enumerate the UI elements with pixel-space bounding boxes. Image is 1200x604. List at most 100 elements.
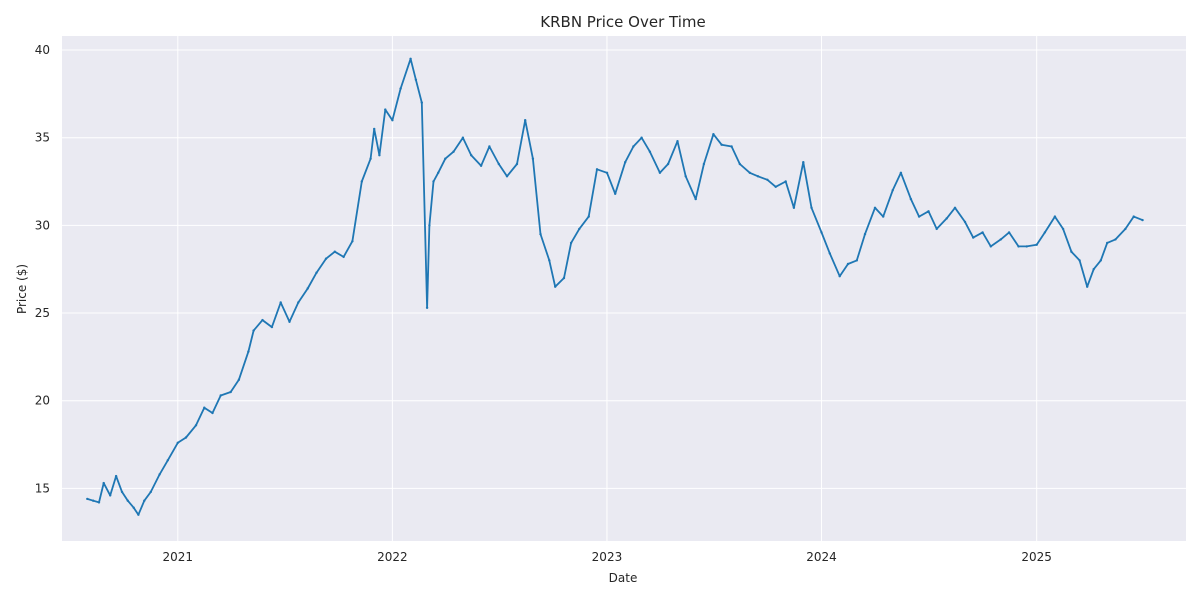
price-point (342, 255, 345, 259)
price-point (648, 150, 652, 153)
price-point (702, 162, 706, 166)
price-point (882, 215, 885, 218)
price-point (587, 215, 590, 218)
price-point (838, 275, 841, 278)
price-point (658, 171, 662, 174)
price-point (909, 197, 913, 201)
price-point (802, 161, 805, 164)
price-point (1043, 231, 1047, 234)
price-point (720, 143, 723, 146)
price-point (1035, 243, 1038, 246)
price-point (86, 497, 89, 501)
price-point (1114, 238, 1117, 241)
price-point (1078, 259, 1081, 262)
price-point (461, 136, 465, 139)
price-point (666, 162, 670, 166)
price-point (479, 164, 483, 167)
price-point (1007, 231, 1011, 234)
price-point (784, 180, 787, 183)
price-point (774, 185, 777, 188)
price-point (399, 87, 402, 90)
price-point (194, 424, 198, 427)
price-point (917, 215, 921, 218)
price-point (766, 178, 769, 181)
price-point (324, 257, 328, 260)
price-point (211, 411, 214, 415)
price-point (972, 236, 975, 239)
price-point (261, 318, 264, 322)
price-point (102, 481, 105, 485)
price-point (237, 378, 241, 381)
price-point (1061, 227, 1065, 231)
price-point (873, 206, 877, 209)
price-series-line (86, 57, 1144, 516)
price-point (384, 108, 387, 111)
x-tick-label: 2025 (1021, 550, 1052, 564)
price-point (694, 197, 697, 201)
price-point (684, 175, 687, 178)
price-point (981, 231, 984, 234)
price-point (252, 329, 255, 332)
price-point (270, 325, 274, 329)
price-point (369, 157, 372, 160)
price-point (120, 490, 124, 494)
price-point (738, 162, 741, 166)
price-point (712, 133, 715, 136)
x-tick-label: 2023 (592, 550, 623, 564)
price-point (899, 171, 903, 174)
price-point (306, 287, 309, 290)
x-tick-label: 2022 (377, 550, 408, 564)
price-point (640, 136, 643, 139)
price-point (927, 210, 930, 213)
price-point (184, 436, 188, 439)
price-point (1099, 259, 1103, 262)
x-tick-label: 2021 (163, 550, 194, 564)
price-point (126, 499, 129, 502)
price-point (360, 180, 363, 183)
y-tick-label: 25 (35, 306, 50, 320)
price-point (176, 441, 179, 444)
price-point (297, 301, 300, 304)
price-point (437, 171, 440, 174)
x-tick-label: 2024 (806, 550, 837, 564)
price-point (676, 140, 679, 143)
price-point (1124, 227, 1127, 231)
price-point (143, 499, 146, 502)
y-tick-label: 20 (35, 394, 50, 408)
price-point (820, 231, 823, 234)
price-point (92, 499, 95, 502)
price-point (748, 171, 751, 174)
price-point (409, 57, 412, 60)
price-point (614, 192, 617, 195)
price-point (624, 161, 627, 164)
price-point (432, 180, 435, 183)
price-point (373, 127, 376, 131)
price-point (114, 474, 118, 478)
price-point (1025, 245, 1028, 248)
price-point (315, 271, 318, 274)
y-axis-label: Price ($) (15, 264, 29, 314)
y-tick-label: 15 (35, 481, 50, 495)
price-point (605, 171, 609, 174)
y-tick-label: 40 (35, 43, 50, 57)
price-point (963, 220, 967, 224)
price-point (229, 390, 232, 394)
price-point (524, 119, 527, 122)
price-point (855, 259, 858, 262)
price-point (132, 506, 135, 509)
price-point (756, 175, 760, 178)
price-point (569, 241, 573, 245)
price-point (548, 259, 551, 262)
price-point (595, 168, 599, 171)
price-point (488, 145, 491, 148)
price-point (137, 513, 140, 516)
price-point (452, 150, 455, 153)
series-lines (86, 57, 1144, 516)
price-point (1141, 218, 1144, 222)
price-point (425, 306, 429, 309)
price-point (999, 238, 1002, 241)
price-point (420, 101, 423, 104)
